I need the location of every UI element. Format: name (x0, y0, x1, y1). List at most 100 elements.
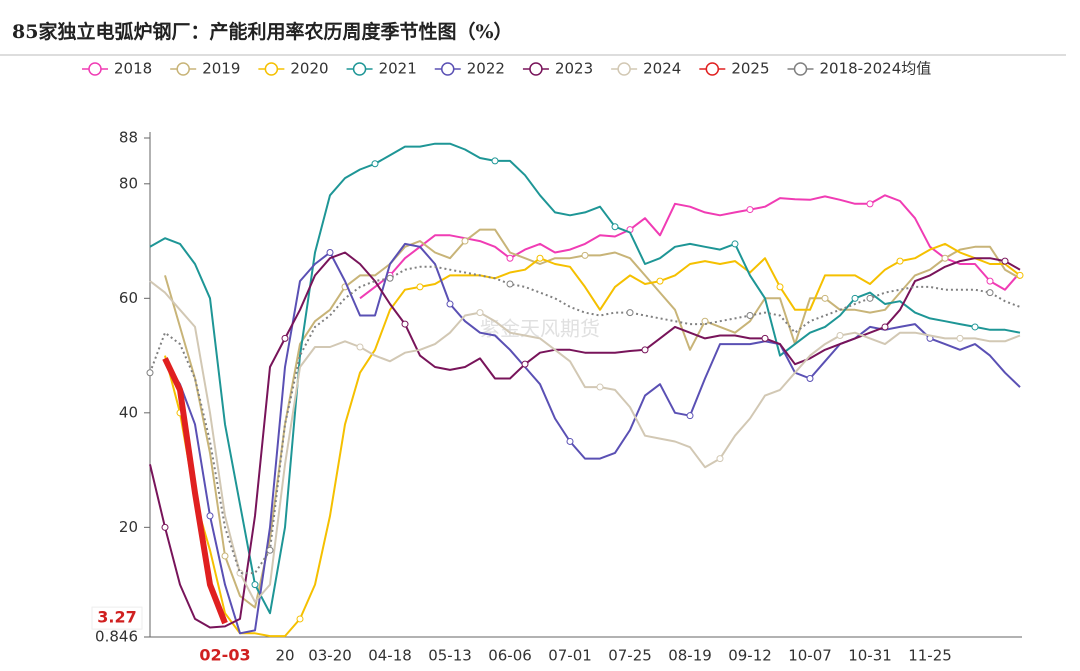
series-marker (821, 294, 829, 302)
x-tick-label: 05-13 (428, 647, 472, 665)
latest-label: 3.27 (97, 608, 136, 627)
series-marker (476, 309, 484, 317)
legend-item: 2025 (699, 60, 770, 78)
series-marker (746, 311, 754, 319)
series-marker (1016, 271, 1024, 279)
x-tick-label: 10-31 (848, 647, 892, 665)
series-line (164, 242, 1021, 635)
series-marker (536, 254, 544, 262)
y-tick-label: 80 (119, 174, 138, 192)
series-marker (851, 294, 859, 302)
series-marker (371, 160, 379, 168)
legend-marker (176, 62, 190, 76)
series-marker (806, 374, 814, 382)
series-marker (896, 257, 904, 265)
series-marker (326, 249, 334, 257)
series-marker (881, 323, 889, 331)
series-line (164, 228, 1021, 609)
legend-marker (793, 62, 808, 76)
legend-item: 2018 (82, 60, 152, 78)
series-marker (596, 383, 604, 391)
y-tick-label: 40 (119, 403, 138, 421)
legend-label: 2023 (555, 60, 593, 78)
legend-item: 2024 (611, 60, 681, 78)
x-tick-label: 08-19 (668, 647, 712, 665)
series-marker (521, 360, 529, 368)
legend-label: 2022 (467, 60, 505, 78)
watermark: 紫金天风期货 (480, 317, 600, 341)
series-marker (566, 437, 574, 445)
x-tick-label: 07-25 (608, 647, 652, 665)
series-marker (221, 552, 229, 560)
legend-item: 2020 (258, 60, 329, 78)
x-tick-label: 07-01 (548, 647, 592, 665)
series-marker (506, 254, 514, 262)
x-tick-label: 11-25 (908, 647, 952, 665)
series-marker (716, 455, 724, 463)
series-marker (161, 523, 169, 531)
legend-label: 2024 (643, 60, 681, 78)
legend-item: 2018-2024均值 (787, 60, 931, 78)
series-marker (251, 581, 259, 589)
series-marker (731, 240, 739, 248)
x-tick-label: 03-20 (308, 647, 352, 665)
series-line (149, 280, 1021, 603)
legend-label: 2019 (202, 60, 240, 78)
series-marker (626, 309, 634, 317)
x-tick-label: 20 (275, 647, 294, 665)
series-marker (986, 289, 994, 297)
y-tick-label: 60 (119, 289, 138, 307)
legend-item: 2023 (522, 60, 593, 78)
series-marker (866, 294, 874, 302)
chart-title: 85家独立电弧炉钢厂：产能利用率农历周度季节性图（%） (12, 20, 513, 43)
series-line (149, 265, 1021, 575)
series-marker (656, 277, 664, 285)
legend-marker (441, 62, 455, 76)
x-tick-label: 02-03 (199, 646, 250, 665)
legend-marker (617, 62, 631, 76)
legend-marker (352, 62, 367, 76)
legend-label: 2025 (731, 60, 769, 78)
series-marker (146, 369, 154, 377)
series-marker (776, 283, 784, 291)
series-marker (611, 223, 619, 231)
series-line (164, 242, 1021, 638)
series-marker (281, 334, 289, 342)
series-marker (296, 615, 304, 623)
series-marker (581, 251, 589, 259)
series-line (149, 142, 1021, 615)
series-marker (986, 277, 994, 285)
x-tick-label: 10-07 (788, 647, 832, 665)
series-marker (701, 317, 709, 325)
legend-label: 2021 (379, 60, 417, 78)
legend-marker (705, 62, 720, 76)
series-marker (746, 206, 754, 214)
y-tick-label: 0.846 (95, 628, 138, 646)
series-marker (941, 254, 949, 262)
series-marker (956, 334, 964, 342)
series-marker (761, 334, 769, 342)
legend-marker (529, 62, 543, 76)
series-line (149, 251, 1021, 629)
x-tick-label: 04-18 (368, 647, 412, 665)
y-tick-label: 20 (119, 518, 138, 536)
y-tick-label: 88 (119, 129, 138, 147)
series-marker (386, 274, 394, 282)
series-marker (266, 546, 274, 554)
series-marker (206, 512, 214, 520)
legend-item: 2021 (346, 60, 417, 78)
series-line (359, 194, 1021, 300)
series-marker (416, 283, 424, 291)
series-marker (401, 320, 409, 328)
legend-item: 2022 (434, 60, 505, 78)
latest-label-box (91, 606, 143, 630)
series-marker (356, 343, 364, 351)
series-marker (686, 412, 694, 420)
series-marker (836, 332, 844, 340)
series-marker (866, 200, 874, 208)
series-marker (446, 300, 454, 308)
legend-marker (264, 62, 279, 76)
series-marker (1001, 257, 1009, 265)
series-marker (461, 237, 469, 245)
